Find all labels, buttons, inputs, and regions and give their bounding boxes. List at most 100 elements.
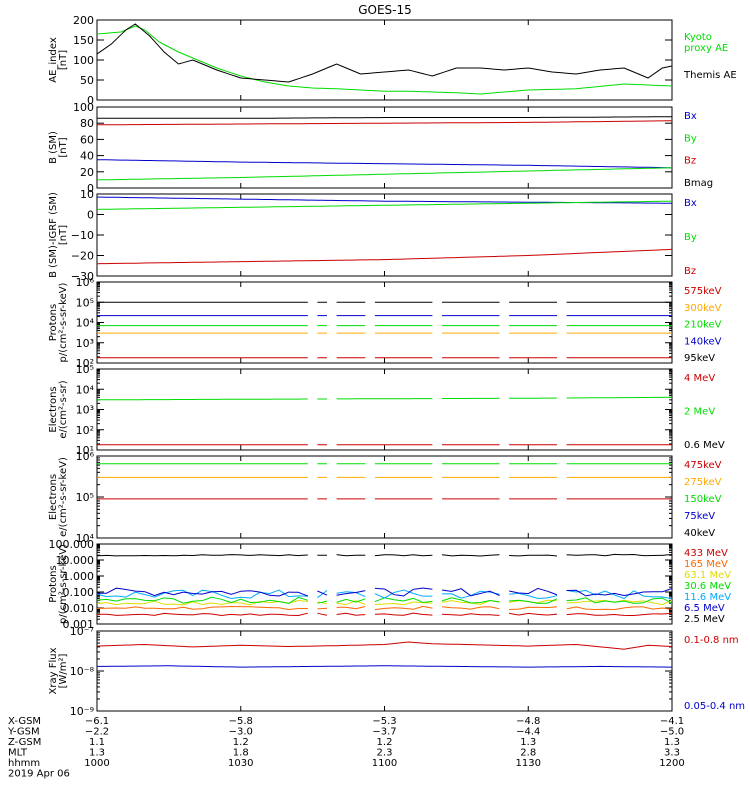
y-tick-label: 10¹ [76,444,94,457]
series-line [97,605,672,611]
legend-label: 210keV [684,320,722,331]
x-row-value: 1200 [659,758,684,769]
series-line [97,25,672,95]
y-tick-label: 100 [73,54,94,67]
legend-label: 11.6 MeV [684,592,731,603]
y-tick-label: 10² [76,357,94,370]
y-tick-label: 10⁴ [76,383,95,396]
legend-label: 275keV [684,477,722,488]
y-axis-label: e/(cm²-s-sr-keV) [58,457,69,537]
x-row-value: 1.3 [664,737,680,748]
legend-label: By [684,232,697,243]
legend-label: Bz [684,266,696,277]
date-label: 2019 Apr 06 [8,769,70,780]
y-tick-label: 10.000 [56,554,95,567]
panel-2: 0 20 40 60 80 100 B (SM) [nT] Bx By Bz Bmag [48,101,713,195]
panel-frame [96,543,673,625]
x-row-value: −2.2 [85,727,109,738]
y-tick-label: 0.100 [63,586,95,599]
legend-label: By [684,133,697,144]
x-row-value: 2.3 [377,748,393,759]
x-row-value: 2.8 [520,748,536,759]
y-axis-label: AE_index [48,37,59,83]
y-tick-label: 200 [73,14,94,27]
y-tick-label: 10⁴ [76,317,95,330]
legend-label: Kyoto [684,32,712,43]
series-line [97,167,672,181]
legend-label: 63.1 MeV [684,570,731,581]
x-row-value: 1.1 [89,737,105,748]
y-tick-label: 10² [76,424,94,437]
legend-label: Bx [684,111,697,122]
legend-label: 40keV [684,528,715,539]
series-line [97,612,672,617]
panel-frame [96,368,673,451]
series-line [97,159,672,169]
series-line [97,641,672,650]
y-axis-label: Electrons [48,474,59,520]
panel-3: −30 −20 −10 0 10 B (SM)-IGRF (SM) [nT] Bx By Bz [48,188,697,283]
y-axis-label: Protons [48,304,59,341]
legend-label: Bz [684,156,696,167]
y-axis-label: [nT] [58,137,69,157]
x-row-value: −3.7 [372,727,396,738]
legend-label: 6.5 MeV [684,603,725,614]
legend-label: 95keV [684,353,715,364]
panel-7: 0.001 0.010 0.100 1.000 10.000 100.000 Protons… [48,538,731,631]
y-axis-label: [nT] [58,50,69,70]
y-axis-label: Electrons [48,386,59,432]
legend-label: 0.1-0.8 nm [684,635,739,646]
panel-4: 10² 10³ 10⁴ 10⁵ 10⁶ Protons p/(cm²-s-sr-keV) 57… [48,276,722,370]
series-line [97,665,672,668]
series-line [97,587,672,597]
y-tick-label: 10⁴ [76,532,95,545]
x-row-label: Z-GSM [8,737,41,748]
y-tick-label: 10⁻⁸ [70,665,95,678]
panel-frame [96,193,673,277]
panel-8: 10⁻⁹ 10⁻⁸ 10⁻⁷ Xray Flux [W/m²] 0.1-0.8 nm 0.0… [48,625,745,718]
y-tick-label: 10⁵ [76,296,94,309]
y-tick-label: 0 [87,182,94,195]
y-tick-label: 0 [87,209,94,222]
y-tick-label: 10⁶ [76,276,95,289]
series-line [97,599,672,606]
y-tick-label: 40 [80,150,94,163]
y-tick-label: 150 [73,34,94,47]
x-row-label: X-GSM [8,716,41,727]
legend-label: 433 MeV [684,548,728,559]
series-line [97,396,672,401]
x-row-value: 1.3 [89,748,105,759]
y-tick-label: 50 [80,74,94,87]
x-row-label: Y-GSM [7,727,40,738]
legend-label: Bx [684,198,697,209]
y-tick-label: 10⁻⁷ [70,625,94,638]
y-tick-label: 10⁵ [76,491,94,504]
y-tick-label: 100 [73,101,94,114]
legend-label: 2.5 MeV [684,614,725,625]
y-tick-label: 0.010 [63,602,95,615]
legend-label: 300keV [684,303,722,314]
y-tick-label: 60 [80,133,94,146]
x-row-value: 1100 [372,758,397,769]
panel-6: 10⁴ 10⁵ 10⁶ Electrons e/(cm²-s-sr-keV) 475keV… [48,450,722,545]
y-tick-label: 10⁻⁹ [70,705,94,718]
x-row-value: −4.1 [660,716,684,727]
y-tick-label: 80 [80,117,94,130]
legend-label: 0.05-0.4 nm [684,701,745,712]
legend-label: 2 MeV [684,407,715,418]
panel-frame [96,106,673,189]
legend-label: 150keV [684,494,722,505]
x-row-value: −6.1 [85,716,109,727]
panel-frame [96,281,673,364]
x-axis-table: X-GSM −6.1 −5.8 −5.3 −4.8 −4.1 Y-GSM −2.2 −3.0 −3… [7,716,685,780]
y-tick-label: −10 [71,229,94,242]
x-row-value: −5.3 [372,716,396,727]
y-tick-label: 0.001 [63,618,95,631]
legend-label: 475keV [684,460,722,471]
x-row-value: 3.3 [664,748,680,759]
y-axis-label: [W/m²] [58,653,69,688]
series-line [97,23,672,83]
legend-label: 4 MeV [684,373,715,384]
